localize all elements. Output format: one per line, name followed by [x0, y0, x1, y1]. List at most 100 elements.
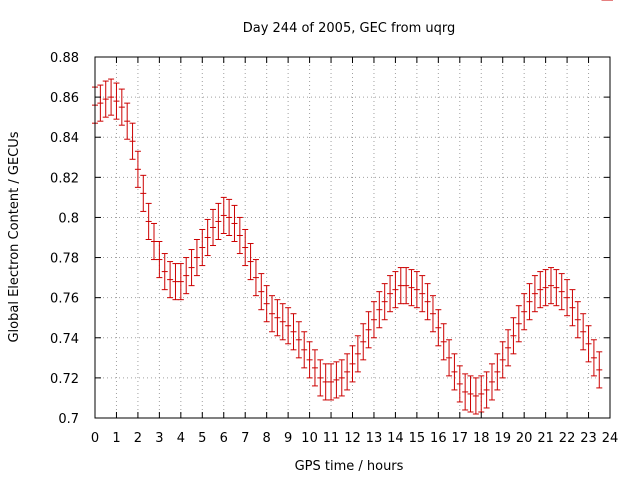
y-tick-label: 0.7 — [58, 412, 79, 427]
x-tick-label: 1 — [112, 431, 120, 446]
x-tick-label: 12 — [344, 431, 361, 446]
x-tick-label: 6 — [220, 431, 228, 446]
data-point — [161, 253, 168, 291]
x-tick-label: 10 — [301, 431, 318, 446]
data-point — [108, 78, 115, 116]
data-point — [285, 307, 292, 345]
data-point — [547, 267, 554, 305]
data-point — [204, 218, 211, 257]
data-point — [381, 283, 388, 321]
data-point — [311, 349, 318, 387]
data-point — [118, 88, 125, 126]
axis-ticks: 0 1 2 3 4 5 6 7 8 9 10 11 12 13 14 15 16 17 18 19 20 21 22 23 24… — [50, 51, 618, 446]
data-point — [242, 228, 249, 267]
x-axis-label: GPS time / hours — [295, 459, 404, 474]
data-point — [231, 204, 238, 243]
data-point — [360, 323, 367, 361]
data-point — [596, 351, 603, 389]
x-tick-label: 22 — [559, 431, 576, 446]
data-point — [531, 275, 538, 313]
data-point — [344, 353, 351, 391]
data-point — [537, 271, 544, 309]
x-tick-label: 0 — [91, 431, 99, 446]
data-point — [124, 102, 131, 140]
data-point — [295, 321, 302, 359]
x-tick-label: 3 — [155, 431, 163, 446]
data-point — [424, 283, 431, 321]
data-point — [263, 285, 270, 323]
chart-title: Day 244 of 2005, GEC from uqrg — [243, 21, 456, 36]
data-point — [301, 331, 308, 369]
x-tick-label: 2 — [134, 431, 142, 446]
data-point — [172, 263, 179, 301]
data-point — [354, 335, 361, 373]
data-point — [215, 202, 222, 241]
data-point — [177, 263, 184, 301]
data-point — [376, 291, 383, 329]
y-tick-label: 0.8 — [58, 211, 79, 226]
data-point — [569, 289, 576, 327]
data-point — [574, 301, 581, 339]
data-point — [510, 317, 517, 355]
data-point — [156, 241, 163, 279]
data-point — [236, 216, 243, 255]
data-point — [526, 283, 533, 321]
x-tick-label: 9 — [284, 431, 292, 446]
data-point — [269, 295, 276, 333]
data-point — [151, 222, 158, 261]
data-point — [247, 243, 254, 281]
data-point — [483, 371, 490, 409]
y-tick-label: 0.84 — [50, 131, 79, 146]
y-tick-label: 0.76 — [50, 292, 79, 307]
data-point — [419, 275, 426, 313]
data-point — [306, 341, 313, 379]
data-point — [553, 269, 560, 307]
y-tick-label: 0.82 — [50, 171, 79, 186]
x-tick-label: 14 — [387, 431, 404, 446]
data-point — [494, 353, 501, 391]
x-tick-label: 8 — [263, 431, 271, 446]
data-point — [328, 363, 335, 401]
data-point — [317, 359, 324, 397]
x-tick-label: 18 — [473, 431, 490, 446]
data-point — [413, 271, 420, 309]
data-point — [558, 273, 565, 311]
data-point — [499, 341, 506, 379]
data-point — [521, 293, 528, 331]
data-point — [140, 174, 147, 212]
data-point — [210, 208, 217, 247]
data-point — [542, 269, 549, 307]
data-point — [456, 365, 463, 403]
x-tick-label: 23 — [580, 431, 597, 446]
y-tick-label: 0.72 — [50, 372, 79, 387]
data-point — [446, 339, 453, 377]
data-point — [564, 279, 571, 317]
data-point — [585, 325, 592, 363]
data-point — [102, 80, 109, 118]
y-tick-label: 0.78 — [50, 252, 79, 267]
y-axis-label: Global Electron Content / GECUs — [7, 131, 22, 342]
data-point — [226, 198, 233, 236]
data-point — [429, 295, 436, 333]
x-tick-label: 11 — [323, 431, 340, 446]
data-point — [290, 313, 297, 351]
x-tick-label: 17 — [452, 431, 469, 446]
y-tick-label: 0.86 — [50, 91, 79, 106]
data-point — [199, 228, 206, 267]
x-tick-label: 4 — [177, 431, 185, 446]
data-point — [274, 299, 281, 337]
data-point — [183, 257, 190, 295]
data-point — [435, 309, 442, 347]
data-point — [113, 82, 120, 120]
data-point — [462, 373, 469, 411]
data-point — [258, 273, 265, 311]
data-point — [167, 261, 174, 299]
data-point — [580, 313, 587, 351]
data-point — [392, 271, 399, 309]
data-point — [193, 239, 200, 277]
data-point — [279, 303, 286, 341]
x-tick-label: 7 — [241, 431, 249, 446]
data-point — [333, 361, 340, 399]
